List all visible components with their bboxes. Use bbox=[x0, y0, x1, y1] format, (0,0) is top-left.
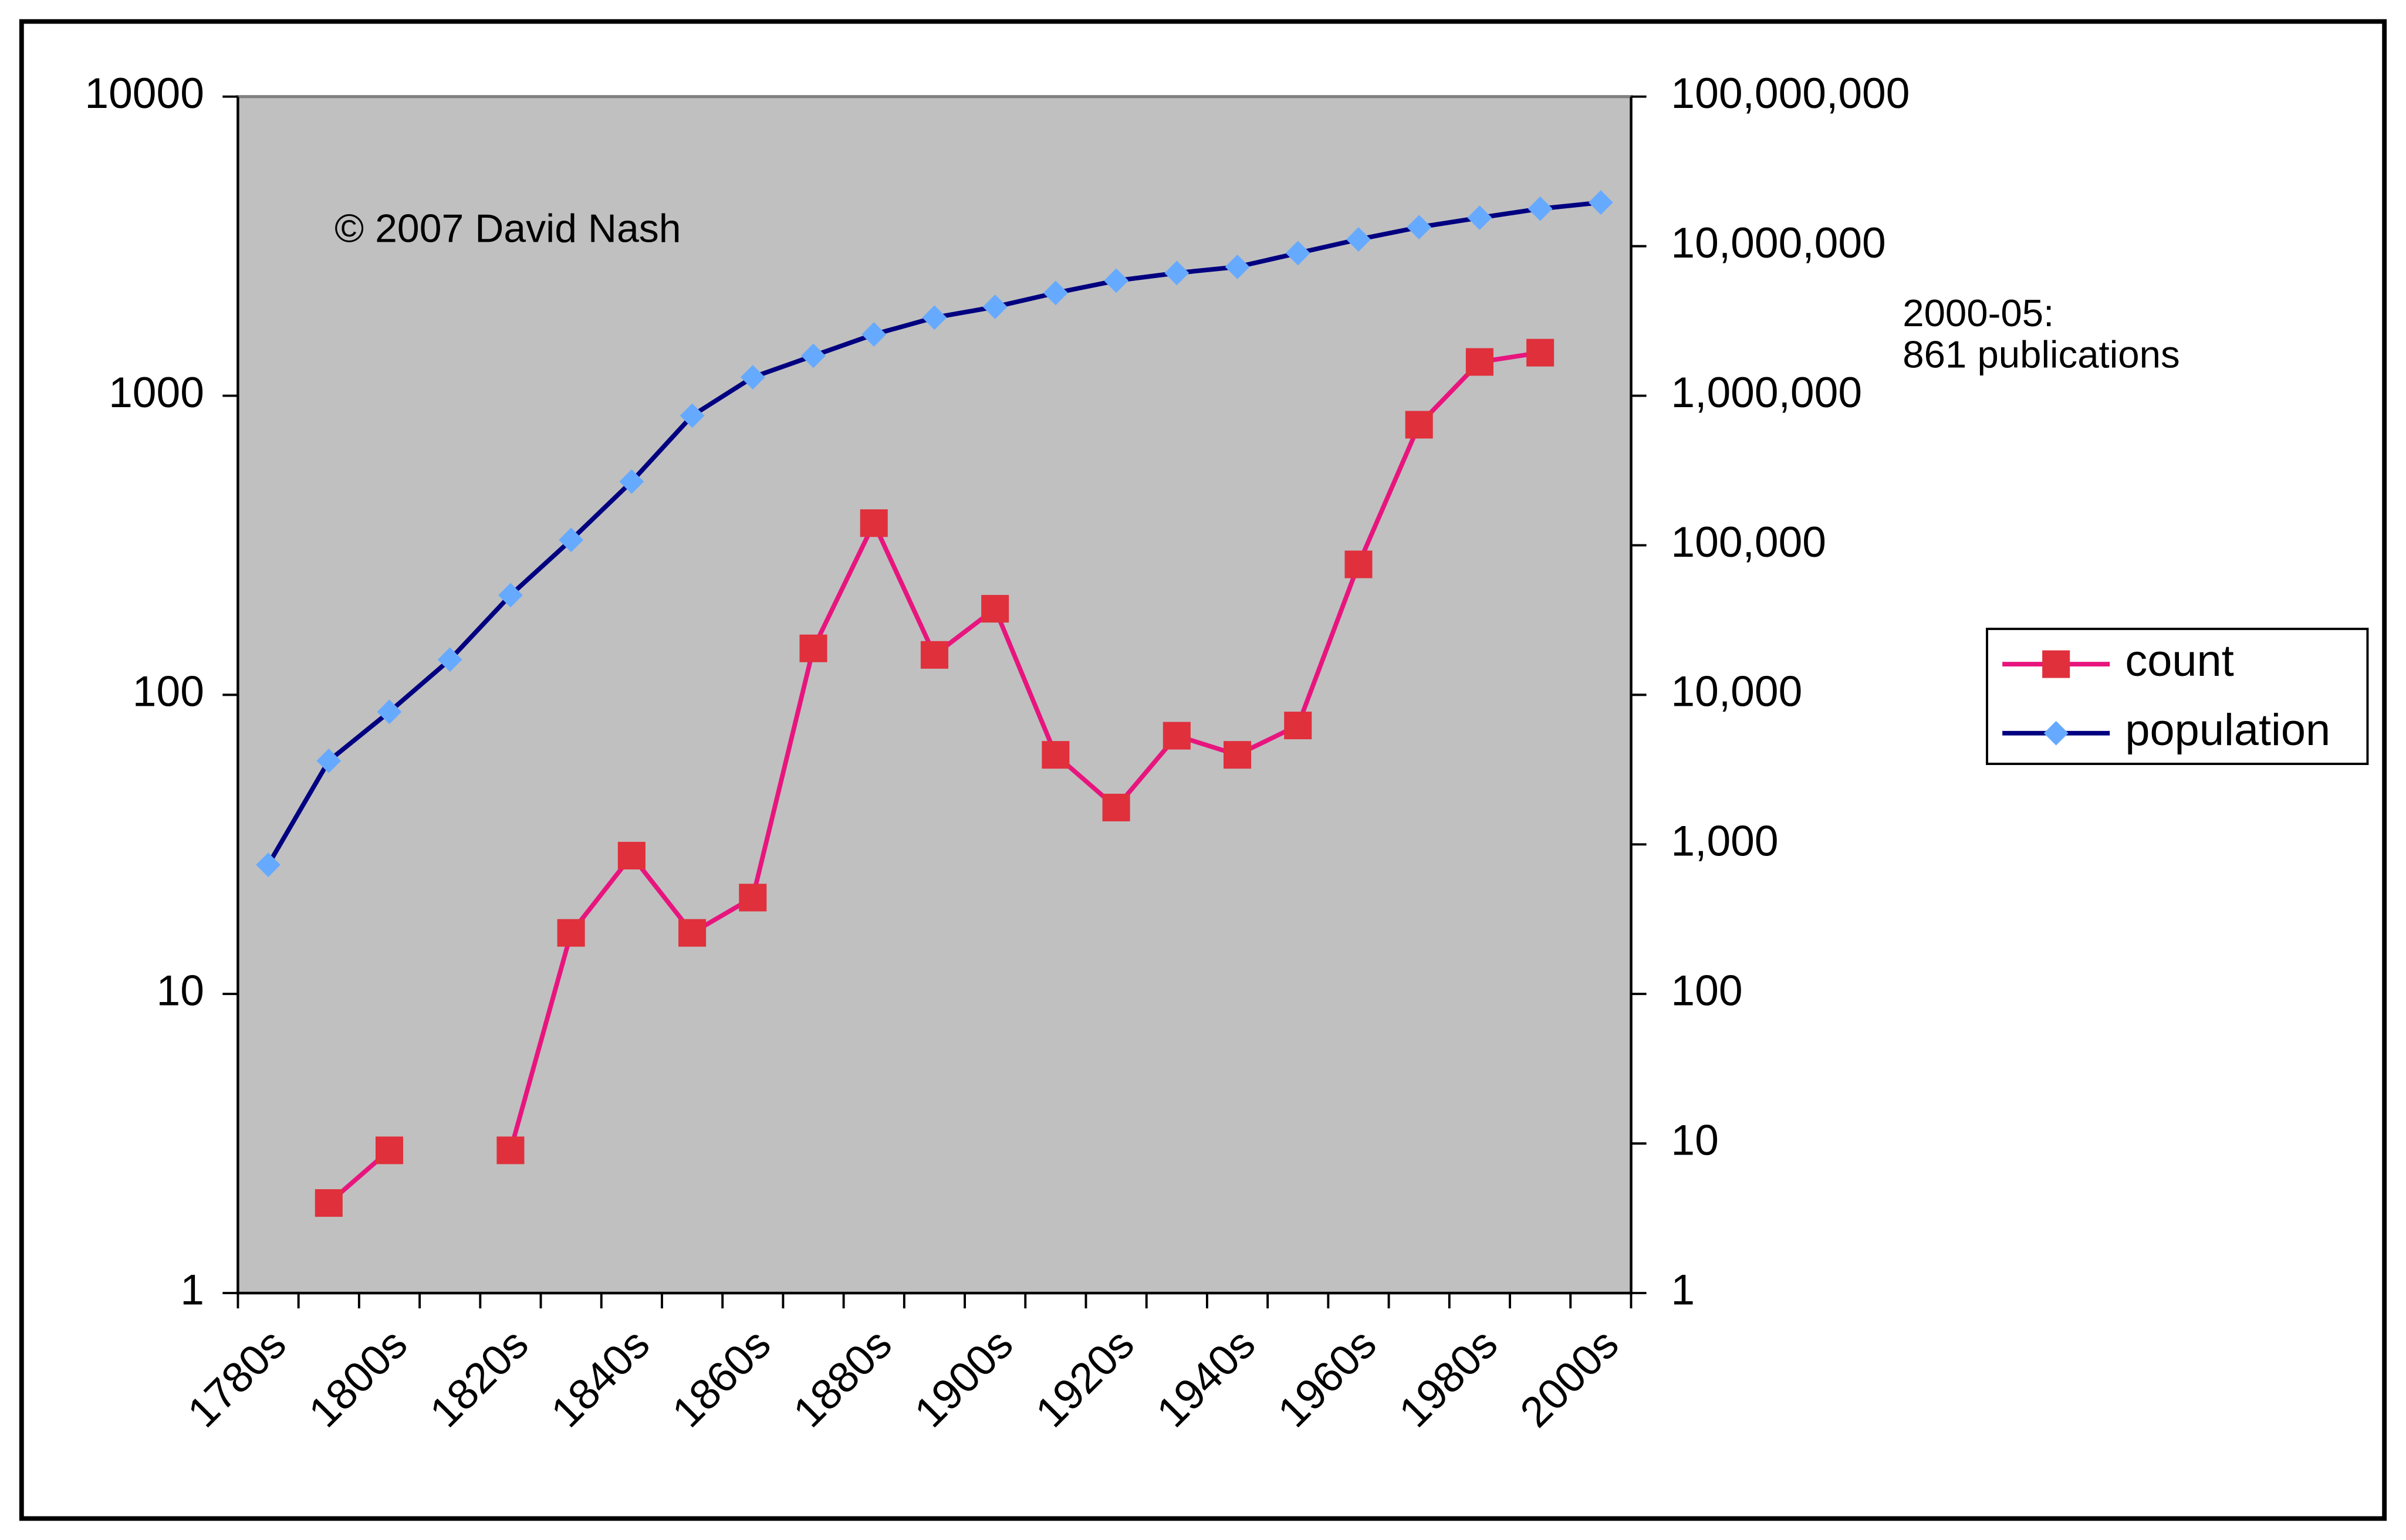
marker bbox=[1407, 215, 1432, 240]
legend-label: population bbox=[2125, 705, 2330, 755]
marker bbox=[1467, 205, 1492, 231]
marker bbox=[1163, 722, 1191, 750]
marker bbox=[557, 919, 585, 947]
marker bbox=[1225, 255, 1250, 279]
marker bbox=[801, 343, 826, 368]
marker bbox=[559, 527, 584, 553]
annotation: 2000-05: bbox=[1903, 292, 2054, 334]
marker bbox=[982, 295, 1008, 319]
marker bbox=[1526, 339, 1555, 367]
marker bbox=[981, 595, 1009, 623]
marker bbox=[922, 305, 947, 330]
legend-marker bbox=[2042, 650, 2070, 678]
y-tick-label: 100 bbox=[133, 668, 204, 716]
marker bbox=[1224, 741, 1252, 769]
marker bbox=[619, 469, 644, 494]
marker bbox=[1346, 227, 1371, 252]
marker bbox=[437, 647, 462, 672]
y2-tick-label: 10,000,000 bbox=[1671, 219, 1885, 267]
y2-tick-label: 1 bbox=[1671, 1265, 1695, 1314]
y2-tick-label: 100 bbox=[1671, 967, 1742, 1015]
marker bbox=[315, 1189, 343, 1217]
y-tick-label: 1000 bbox=[109, 368, 204, 417]
marker bbox=[1344, 550, 1373, 578]
marker bbox=[1042, 741, 1070, 769]
y2-tick-label: 10 bbox=[1671, 1116, 1718, 1164]
marker bbox=[678, 919, 707, 947]
marker bbox=[1102, 793, 1130, 821]
marker bbox=[860, 509, 888, 537]
y2-tick-label: 1,000 bbox=[1671, 817, 1778, 865]
marker bbox=[496, 1136, 525, 1165]
legend: count population bbox=[1986, 628, 2369, 766]
marker bbox=[1528, 196, 1553, 221]
marker bbox=[799, 634, 827, 662]
marker bbox=[1104, 268, 1129, 293]
marker bbox=[1465, 348, 1493, 376]
y-tick-label: 10000 bbox=[85, 69, 204, 117]
marker bbox=[1043, 280, 1068, 306]
annotation: © 2007 David Nash bbox=[334, 207, 681, 251]
y2-tick-label: 100,000 bbox=[1671, 518, 1826, 566]
marker bbox=[316, 748, 342, 773]
marker bbox=[920, 641, 948, 669]
marker bbox=[617, 841, 646, 870]
marker bbox=[739, 884, 767, 912]
annotation: 861 publications bbox=[1903, 333, 2179, 375]
y2-tick-label: 1,000,000 bbox=[1671, 368, 1862, 417]
plot-area bbox=[236, 95, 1633, 1295]
marker bbox=[1284, 712, 1312, 740]
marker bbox=[1285, 241, 1310, 266]
y2-tick-label: 100,000,000 bbox=[1671, 69, 1910, 117]
y-tick-label: 1 bbox=[180, 1265, 204, 1314]
marker bbox=[1405, 411, 1433, 439]
marker bbox=[375, 1136, 404, 1165]
marker bbox=[680, 403, 705, 428]
y2-tick-label: 10,000 bbox=[1671, 668, 1802, 716]
y-tick-label: 10 bbox=[157, 967, 204, 1015]
marker bbox=[1164, 260, 1190, 286]
legend-label: count bbox=[2125, 636, 2233, 686]
